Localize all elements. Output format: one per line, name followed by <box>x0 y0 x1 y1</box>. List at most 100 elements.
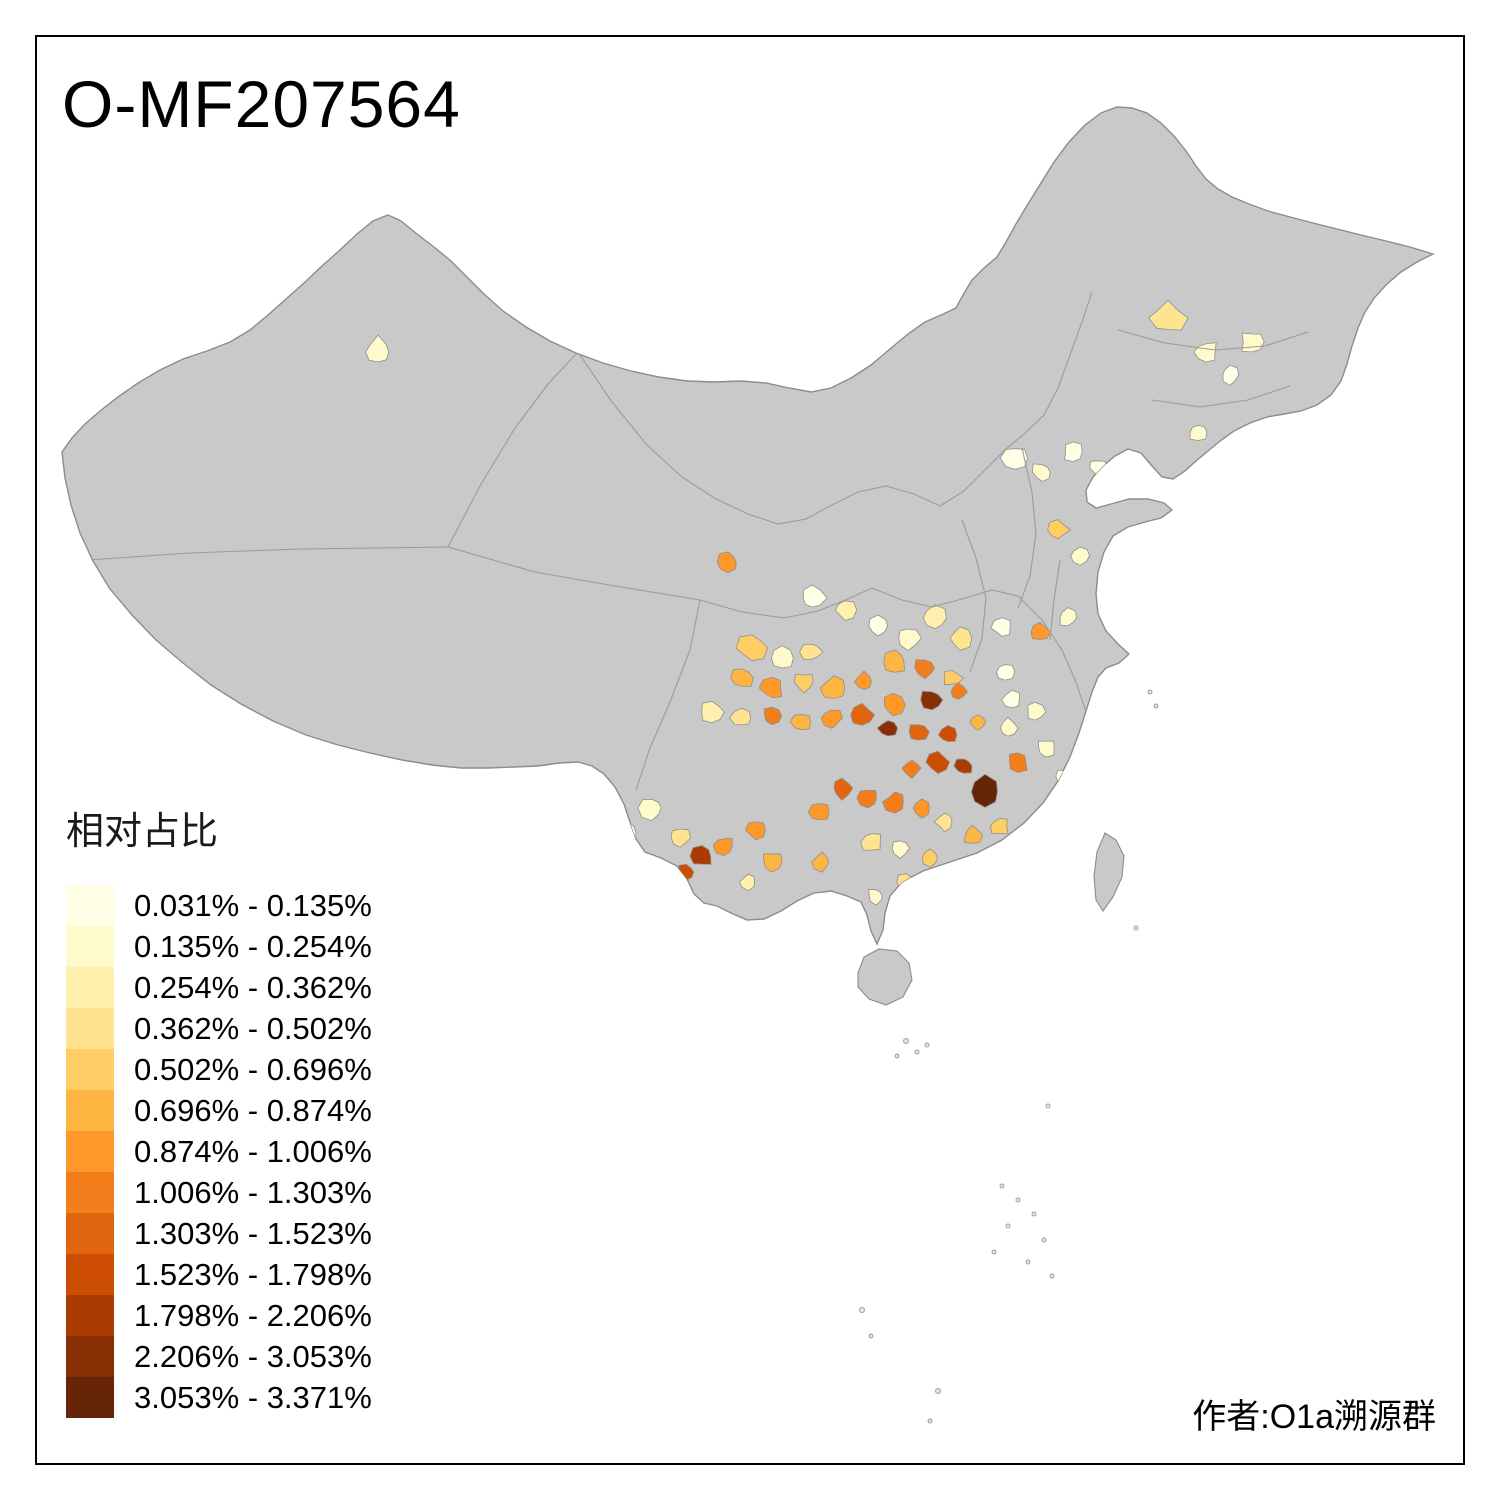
legend-color-swatch <box>66 926 114 967</box>
legend-range-label: 0.254% - 0.362% <box>134 969 372 1005</box>
prefecture-patches <box>365 299 1265 906</box>
province-border <box>635 599 701 791</box>
prefecture-region <box>762 853 783 873</box>
legend-range-label: 0.362% - 0.502% <box>134 1010 372 1046</box>
prefecture-region <box>802 584 828 608</box>
legend-row: 0.696% - 0.874% <box>66 1090 372 1131</box>
prefecture-region <box>834 600 858 621</box>
legend-range-label: 1.303% - 1.523% <box>134 1215 372 1251</box>
province-borders <box>87 291 1309 791</box>
legend-row: 1.798% - 2.206% <box>66 1295 372 1336</box>
prefecture-region <box>811 851 830 873</box>
legend-rows: 0.031% - 0.135% 0.135% - 0.254% 0.254% - 0… <box>66 885 372 1418</box>
prefecture-region <box>771 645 794 669</box>
prefecture-region <box>856 789 877 809</box>
legend-range-label: 1.006% - 1.303% <box>134 1174 372 1210</box>
prefecture-region <box>689 845 712 865</box>
legend-color-swatch <box>66 1336 114 1377</box>
province-border <box>1117 329 1309 351</box>
prefecture-region <box>1070 546 1091 566</box>
prefecture-region <box>1064 441 1083 463</box>
figure-border <box>35 35 1465 1465</box>
prefecture-region <box>1047 519 1072 540</box>
prefecture-region <box>920 690 944 711</box>
prefecture-region <box>938 724 958 742</box>
prefecture-region <box>970 773 998 808</box>
province-border <box>87 546 449 561</box>
province-border <box>577 351 859 525</box>
legend-row: 0.254% - 0.362% <box>66 967 372 1008</box>
prefecture-region <box>1030 621 1051 640</box>
legend-color-swatch <box>66 1172 114 1213</box>
prefecture-region <box>637 798 662 822</box>
province-border <box>961 519 987 673</box>
legend-row: 0.362% - 0.502% <box>66 1008 372 1049</box>
province-border <box>699 587 873 619</box>
prefecture-region <box>1148 299 1189 331</box>
legend-color-swatch <box>66 1377 114 1418</box>
prefecture-region <box>912 798 930 819</box>
legend-color-swatch <box>66 1213 114 1254</box>
prefecture-region <box>1000 716 1019 737</box>
prefecture-region <box>730 668 754 687</box>
province-border <box>447 351 579 548</box>
prefecture-region <box>1031 463 1051 482</box>
prefecture-region <box>921 848 938 868</box>
prefecture-region <box>891 840 911 859</box>
legend-range-label: 0.696% - 0.874% <box>134 1092 372 1128</box>
prefecture-region <box>712 838 733 857</box>
legend-color-swatch <box>66 1131 114 1172</box>
prefecture-region <box>701 700 725 724</box>
legend-color-swatch <box>66 1295 114 1336</box>
prefecture-region <box>914 659 936 680</box>
legend-range-label: 3.053% - 3.371% <box>134 1379 372 1415</box>
prefecture-region <box>763 706 783 726</box>
prefecture-region <box>953 758 973 774</box>
legend-color-swatch <box>66 1049 114 1090</box>
prefecture-region <box>1001 689 1020 709</box>
prefecture-region <box>999 448 1029 470</box>
province-border <box>1017 447 1037 609</box>
prefecture-region <box>990 617 1011 637</box>
legend-range-label: 0.135% - 0.254% <box>134 928 372 964</box>
prefecture-region <box>365 334 390 363</box>
prefecture-region <box>922 604 947 630</box>
legend-color-swatch <box>66 967 114 1008</box>
prefecture-region <box>735 634 769 662</box>
province-border <box>1151 385 1291 408</box>
province-border <box>857 433 1025 507</box>
province-border <box>871 587 1019 608</box>
legend: 相对占比 0.031% - 0.135% 0.135% - 0.254% 0.254… <box>66 800 372 1418</box>
province-border <box>1049 559 1061 641</box>
prefecture-region <box>1027 701 1047 721</box>
prefecture-region <box>950 682 968 700</box>
legend-color-swatch <box>66 1254 114 1295</box>
prefecture-region <box>901 759 922 780</box>
legend-row: 0.874% - 1.006% <box>66 1131 372 1172</box>
prefecture-region <box>820 709 843 729</box>
prefecture-region <box>882 791 904 814</box>
prefecture-region <box>860 833 881 851</box>
prefecture-region <box>1222 364 1239 386</box>
prefecture-region <box>969 714 987 731</box>
prefecture-region <box>925 750 951 774</box>
legend-range-label: 1.523% - 1.798% <box>134 1256 372 1292</box>
prefecture-region <box>819 675 846 699</box>
legend-range-label: 1.798% - 2.206% <box>134 1297 372 1333</box>
prefecture-region <box>807 803 830 821</box>
map-title: O-MF207564 <box>62 67 461 141</box>
prefecture-region <box>833 777 854 801</box>
province-border <box>1023 291 1093 435</box>
legend-range-label: 0.874% - 1.006% <box>134 1133 372 1169</box>
legend-row: 1.523% - 1.798% <box>66 1254 372 1295</box>
province-border <box>1017 595 1087 713</box>
prefecture-region <box>883 692 906 717</box>
prefecture-region <box>949 626 973 651</box>
prefecture-region <box>728 707 752 726</box>
legend-row: 1.006% - 1.303% <box>66 1172 372 1213</box>
legend-row: 2.206% - 3.053% <box>66 1336 372 1377</box>
prefecture-region <box>868 614 889 637</box>
prefecture-region <box>744 821 766 841</box>
